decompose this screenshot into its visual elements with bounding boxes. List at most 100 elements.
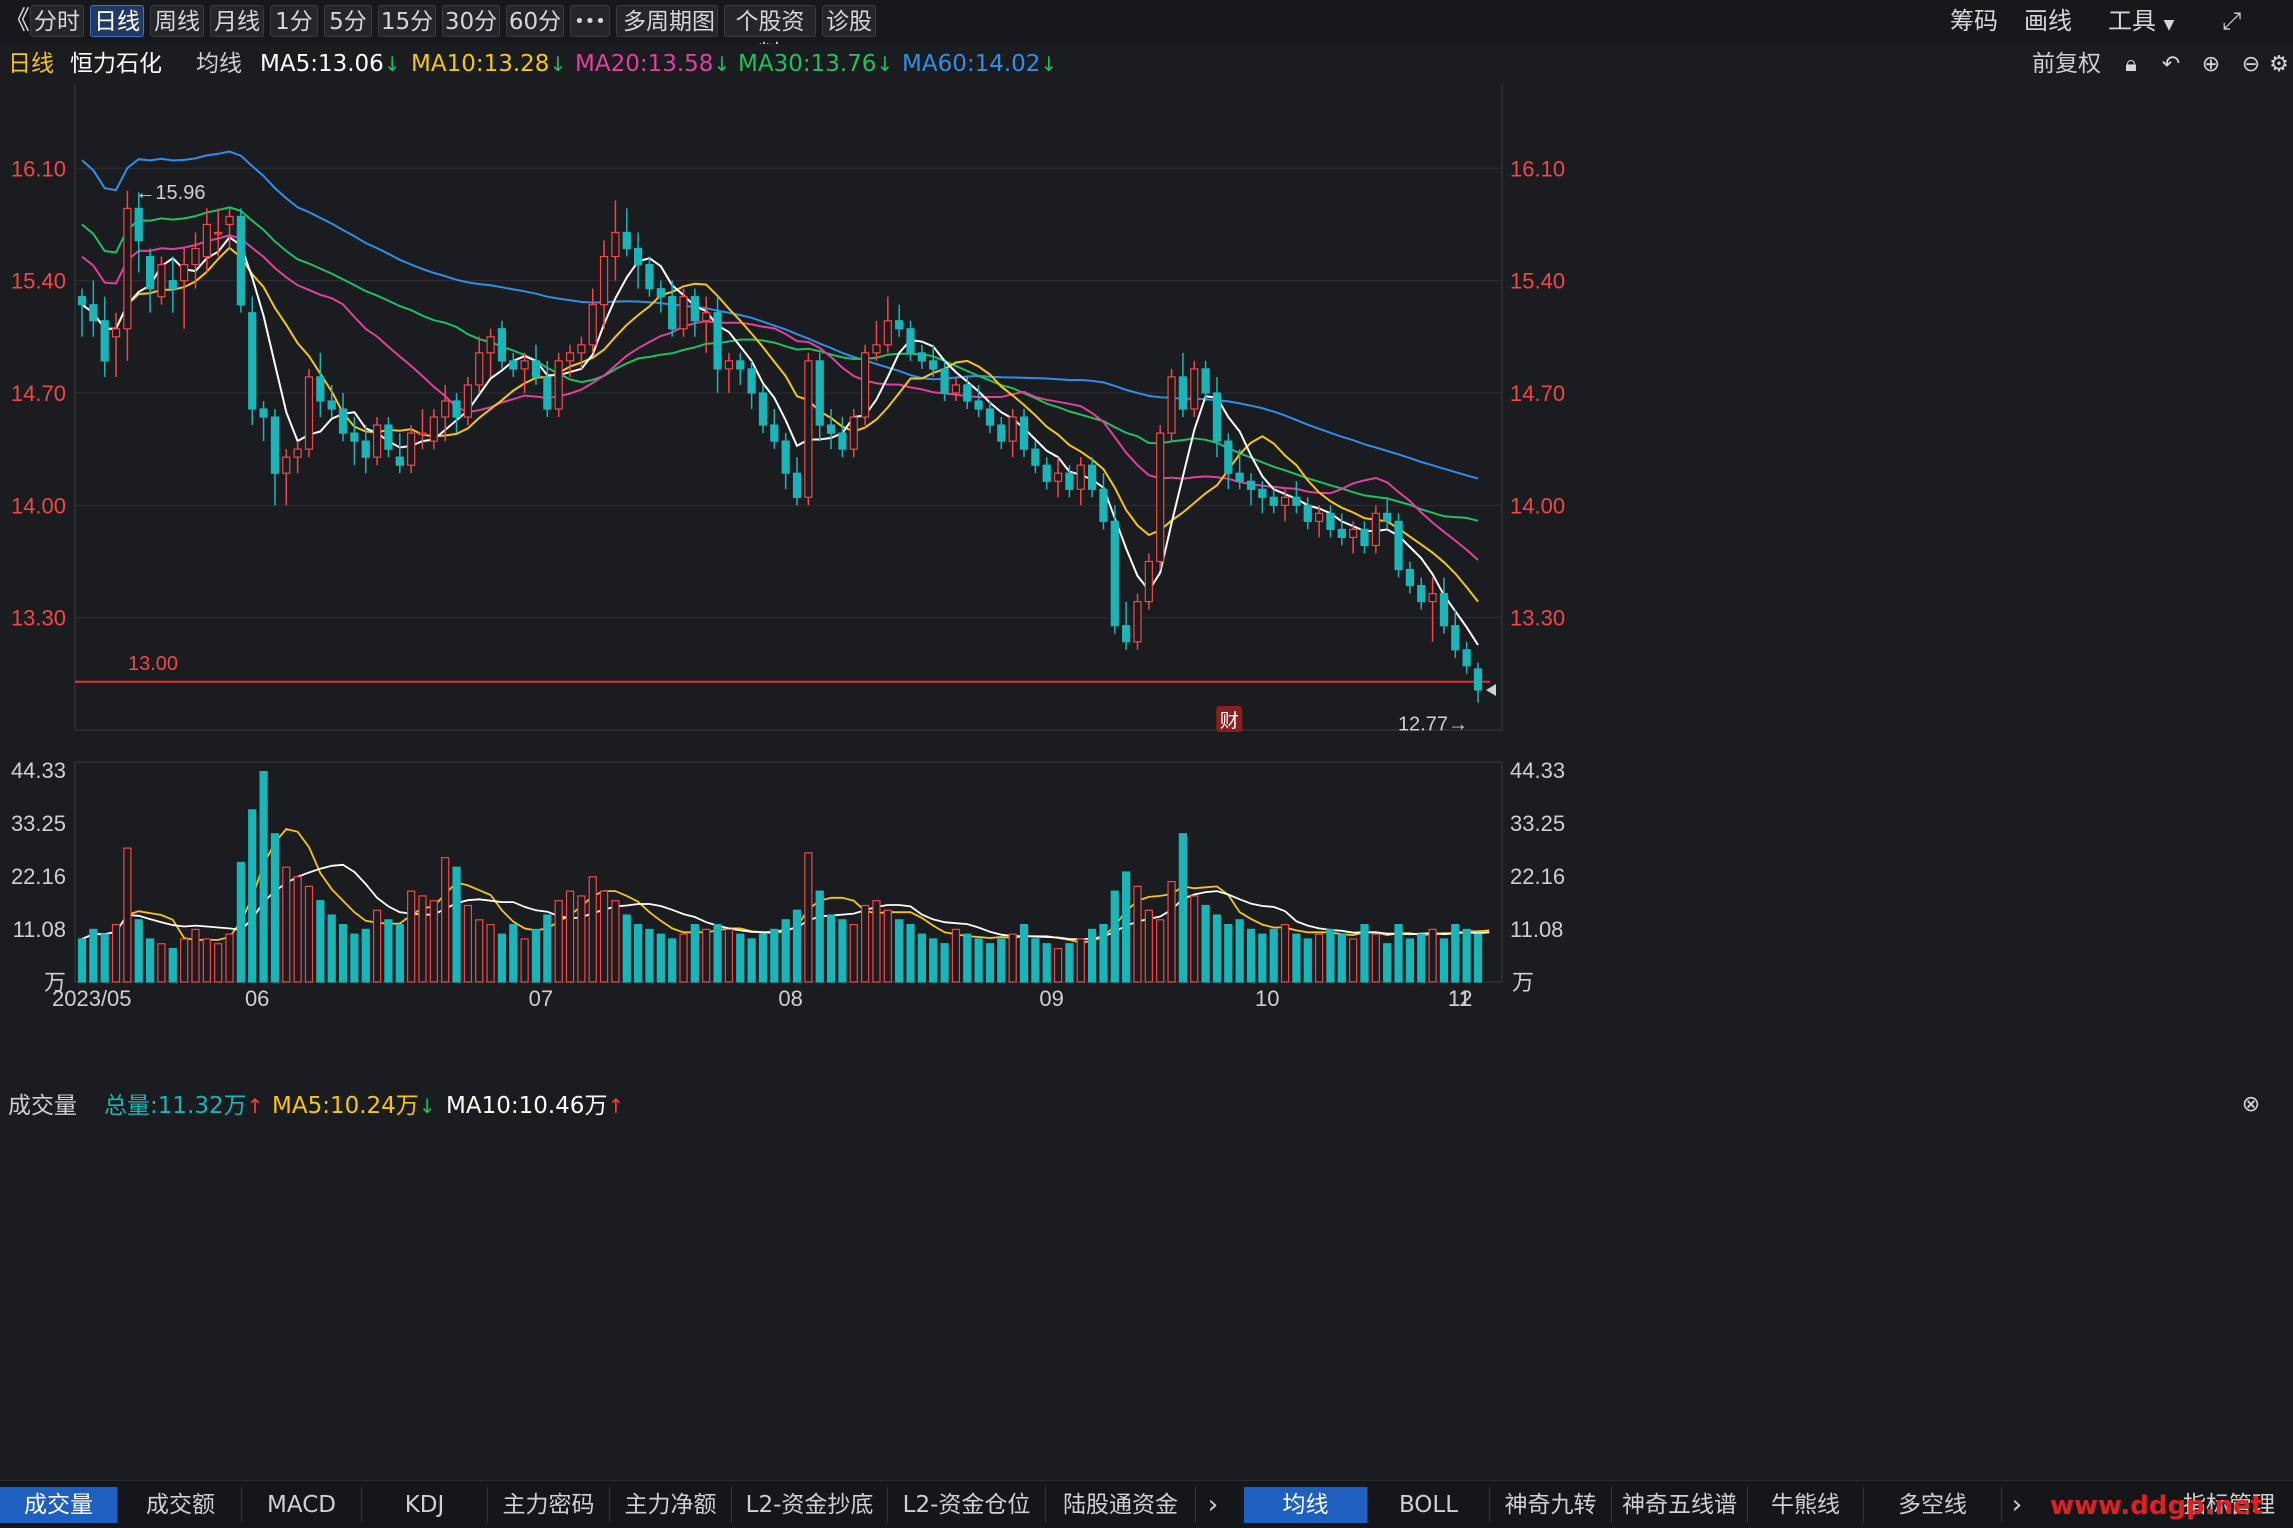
tab-weekly[interactable]: 周线 (150, 5, 204, 37)
chips-button[interactable]: 筹码 (1950, 7, 1998, 35)
indicator-tab-bar: 成交量 成交额 MACD KDJ 主力密码 主力净额 L2-资金抄底 L2-资金… (0, 1480, 2293, 1528)
lock-icon[interactable]: 🔒︎ (2125, 52, 2137, 77)
tools-dropdown[interactable]: 工具 ▼ (2108, 5, 2188, 37)
close-panel-icon[interactable]: ⊗ (2241, 1092, 2261, 1117)
draw-button[interactable]: 画线 (2024, 7, 2072, 35)
volume-bar (872, 900, 881, 983)
candle-body (1178, 376, 1188, 410)
stock-info-button[interactable]: 个股资料 (724, 5, 816, 67)
volume-bar (338, 924, 348, 983)
ma30-value: MA30:13.76↓ (738, 51, 894, 77)
tab-fenshi[interactable]: 分时 (30, 5, 84, 37)
candle-body (475, 352, 484, 386)
candle-body (1280, 496, 1290, 506)
volume-tick-right: 11.08 (1510, 917, 1563, 942)
top-toolbar: 《 分时 日线 周线 月线 1分 5分 15分 30分 60分 ••• 多周期图… (0, 0, 2293, 67)
candle-body (463, 384, 473, 418)
tab-l2-position[interactable]: L2-资金仓位 (888, 1487, 1046, 1523)
candle-body (372, 424, 382, 458)
volume-bar (690, 924, 699, 983)
volume-bar (225, 933, 234, 983)
tab-long-short[interactable]: 多空线 (1864, 1487, 2002, 1523)
volume-bar (77, 938, 87, 983)
tab-main-code[interactable]: 主力密码 (488, 1487, 610, 1523)
candle-body (792, 472, 802, 498)
undo-icon[interactable]: ↶ (2161, 52, 2181, 77)
tab-ma[interactable]: 均线 (1244, 1487, 1368, 1523)
tab-magic-nine[interactable]: 神奇九转 (1490, 1487, 1612, 1523)
price-tick-left: 15.40 (11, 269, 66, 294)
caret-down-icon: ▼ (2163, 17, 2175, 33)
volume-tick-right: 44.33 (1510, 758, 1565, 783)
candle-body (611, 231, 620, 258)
volume-bar (940, 943, 949, 983)
volume-bar (1019, 924, 1029, 983)
scroll-right-icon[interactable]: › (1207, 1490, 1219, 1520)
up-arrow-icon: ↑ (246, 1094, 264, 1118)
tab-1min[interactable]: 1分 (270, 5, 318, 37)
volume-bar (668, 938, 677, 983)
volume-bar (1212, 914, 1222, 983)
candle-body (872, 344, 881, 354)
tab-turnover[interactable]: 成交额 (120, 1487, 242, 1523)
scroll-right-icon[interactable]: › (2011, 1490, 2023, 1520)
candle-body (1439, 592, 1449, 627)
volume-bar (157, 943, 166, 983)
diagnose-button[interactable]: 诊股 (822, 5, 876, 37)
volume-bar (883, 909, 892, 983)
volume-bar (804, 852, 813, 983)
tab-monthly[interactable]: 月线 (210, 5, 264, 37)
ma-label[interactable]: 均线 (196, 51, 242, 77)
adjust-mode-button[interactable]: 前复权 (2032, 51, 2101, 77)
tab-daily[interactable]: 日线 (90, 5, 144, 37)
volume-bar (361, 928, 370, 983)
candle-body (1235, 472, 1244, 482)
indicator-manage-button[interactable]: 指标管理 (2183, 1492, 2275, 1518)
ma20-value: MA20:13.58↓ (575, 51, 731, 77)
back-icon[interactable]: 《 (4, 6, 31, 36)
volume-bar (134, 919, 143, 983)
ma5-value: MA5:13.06↓ (260, 51, 401, 77)
volume-unit-left: 万 (44, 971, 66, 996)
volume-bar (89, 928, 98, 983)
down-arrow-icon: ↓ (418, 1094, 436, 1118)
zoom-out-icon[interactable]: ⊖ (2241, 52, 2261, 77)
tab-volume[interactable]: 成交量 (0, 1487, 118, 1523)
candle-body (588, 304, 597, 346)
volume-bar (1371, 933, 1380, 983)
volume-title[interactable]: 成交量 (8, 1093, 77, 1119)
multi-period-dropdown[interactable]: 多周期图 ⌵ (616, 5, 718, 65)
candle-body (668, 296, 677, 330)
tab-main-net[interactable]: 主力净额 (610, 1487, 732, 1523)
volume-bar (1076, 938, 1085, 983)
tab-northbound[interactable]: 陆股通资金 (1046, 1487, 1196, 1523)
volume-bar (1383, 943, 1392, 983)
tab-l2-bottom[interactable]: L2-资金抄底 (732, 1487, 888, 1523)
tab-60min[interactable]: 60分 (506, 5, 564, 37)
settings-icon[interactable]: ⚙ (2269, 52, 2289, 77)
date-axis-label: 11 (1448, 986, 1471, 1011)
volume-bar (270, 833, 280, 983)
more-periods-button[interactable]: ••• (570, 5, 610, 37)
tab-5min[interactable]: 5分 (324, 5, 372, 37)
ma30-line (81, 206, 1479, 522)
candle-body (1065, 472, 1074, 490)
volume-bar (963, 933, 972, 983)
volume-bar (917, 933, 926, 983)
kline-chart-area[interactable]: 16.10 16.10 15.40 15.40 14.70 14.70 14.00 14.00… (0, 84, 2293, 1480)
fullscreen-icon[interactable]: ⤢ (2222, 7, 2242, 35)
volume-bar (191, 928, 200, 983)
volume-bar (395, 924, 404, 983)
tab-magic-five[interactable]: 神奇五线谱 (1612, 1487, 1748, 1523)
tab-bull-bear[interactable]: 牛熊线 (1748, 1487, 1864, 1523)
tab-boll[interactable]: BOLL (1368, 1487, 1490, 1523)
tab-30min[interactable]: 30分 (442, 5, 500, 37)
volume-ma10: MA10:10.46万↑ (446, 1093, 625, 1119)
tab-macd[interactable]: MACD (242, 1487, 362, 1523)
volume-bar (429, 900, 438, 983)
zoom-in-icon[interactable]: ⊕ (2201, 52, 2221, 77)
price-tick-left: 14.70 (11, 381, 66, 406)
tab-15min[interactable]: 15分 (378, 5, 436, 37)
volume-bar (588, 876, 597, 983)
tab-kdj[interactable]: KDJ (362, 1487, 488, 1523)
